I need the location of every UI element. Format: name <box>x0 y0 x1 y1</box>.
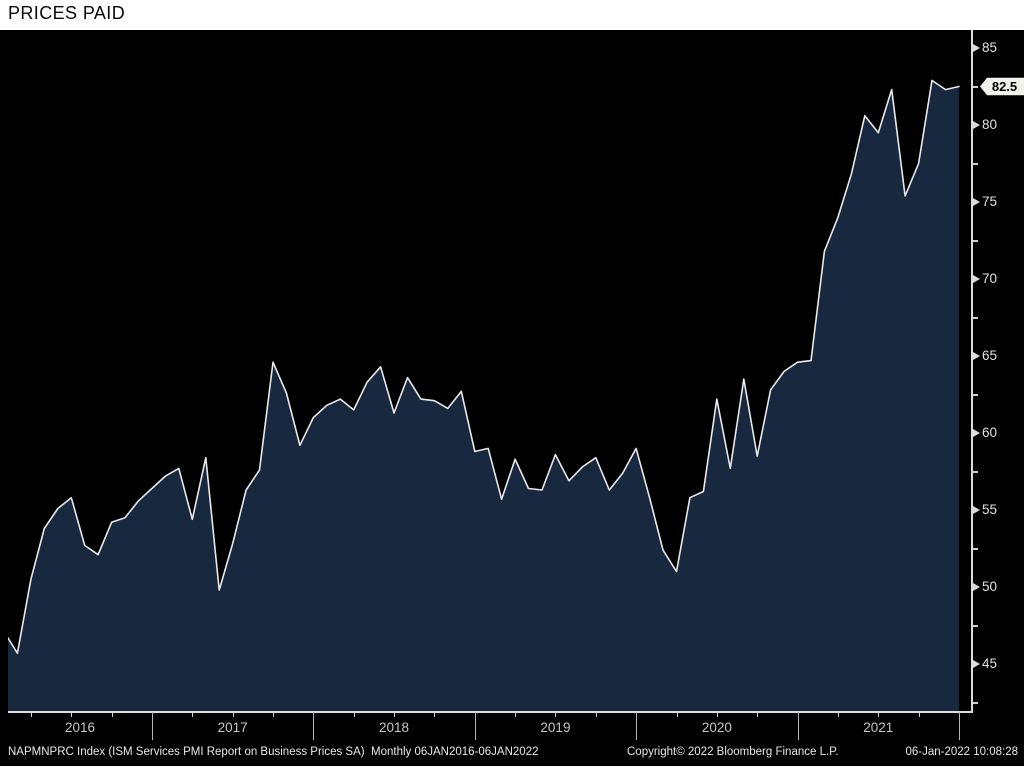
x-year-divider <box>636 712 638 740</box>
x-minor-tick <box>555 712 557 717</box>
footer-bar: NAPMNPRC Index (ISM Services PMI Report … <box>0 744 1024 764</box>
area-fill <box>8 80 959 711</box>
x-minor-tick <box>273 712 274 717</box>
y-major-tick-arrow <box>973 582 980 591</box>
y-minor-tick <box>973 624 978 627</box>
x-minor-tick <box>71 712 73 717</box>
x-minor-tick <box>192 712 194 717</box>
x-minor-tick <box>394 712 396 717</box>
x-year-divider <box>958 712 960 740</box>
page-title: PRICES PAID <box>8 3 126 23</box>
y-major-tick-arrow <box>973 274 980 283</box>
y-axis-label: 60 <box>982 425 998 441</box>
y-minor-tick <box>973 162 978 165</box>
x-minor-tick <box>595 712 597 717</box>
bottom-margin <box>0 766 1024 769</box>
y-axis-label: 75 <box>982 194 998 210</box>
y-axis-label: 50 <box>982 579 998 595</box>
y-minor-tick <box>973 701 978 704</box>
y-axis-label: 80 <box>982 117 998 133</box>
ticker-description: NAPMNPRC Index (ISM Services PMI Report … <box>8 746 539 758</box>
y-minor-tick <box>973 470 978 473</box>
x-minor-tick <box>434 712 436 717</box>
x-minor-tick <box>878 712 880 717</box>
y-axis-label: 85 <box>982 40 998 56</box>
y-axis-label: 55 <box>982 502 998 518</box>
x-year-label: 2020 <box>701 720 732 735</box>
y-minor-tick <box>973 85 978 88</box>
x-minor-tick <box>716 712 718 717</box>
x-minor-tick <box>757 712 759 717</box>
x-axis-line <box>8 711 973 713</box>
x-year-divider <box>313 712 315 740</box>
y-major-tick-arrow <box>973 197 980 206</box>
x-year-divider <box>797 712 799 740</box>
x-minor-tick <box>918 712 920 717</box>
y-major-tick-arrow <box>973 659 980 668</box>
y-axis-label: 65 <box>982 348 998 364</box>
x-minor-tick <box>837 712 839 717</box>
y-major-tick-arrow <box>973 43 980 52</box>
title-bar: PRICES PAID <box>0 0 1024 30</box>
x-minor-tick <box>111 712 113 717</box>
chart-region: 85 80 75 70 65 60 55 50 45 2016 2017 2018 2019 2020 2… <box>0 30 1024 766</box>
y-minor-tick <box>973 239 978 242</box>
y-major-tick-arrow <box>973 428 980 437</box>
x-minor-tick <box>515 712 517 717</box>
y-minor-tick <box>973 393 978 396</box>
y-minor-tick <box>973 547 978 550</box>
x-year-label: 2019 <box>540 720 571 735</box>
y-axis-label: 70 <box>982 271 998 287</box>
x-minor-tick <box>232 712 234 717</box>
last-price-flag: 82.5 <box>980 77 1024 96</box>
copyright-notice: Copyright© 2022 Bloomberg Finance L.P. <box>627 746 839 758</box>
timestamp: 06-Jan-2022 10:08:28 <box>905 746 1018 758</box>
y-minor-tick <box>973 316 978 319</box>
x-minor-tick <box>30 712 32 717</box>
x-year-label: 2021 <box>863 720 894 735</box>
y-major-tick-arrow <box>973 120 980 129</box>
x-year-label: 2017 <box>217 720 248 735</box>
x-minor-tick <box>353 712 355 717</box>
price-area-chart[interactable] <box>8 30 972 711</box>
y-major-tick-arrow <box>973 505 980 514</box>
x-year-divider <box>151 712 153 740</box>
x-year-label: 2018 <box>379 720 410 735</box>
x-minor-tick <box>676 712 678 717</box>
y-axis-label: 45 <box>982 656 998 672</box>
x-year-label: 2016 <box>64 720 95 735</box>
y-axis-line <box>971 30 973 713</box>
y-major-tick-arrow <box>973 351 980 360</box>
price-line <box>8 79 960 654</box>
x-year-divider <box>474 712 476 740</box>
